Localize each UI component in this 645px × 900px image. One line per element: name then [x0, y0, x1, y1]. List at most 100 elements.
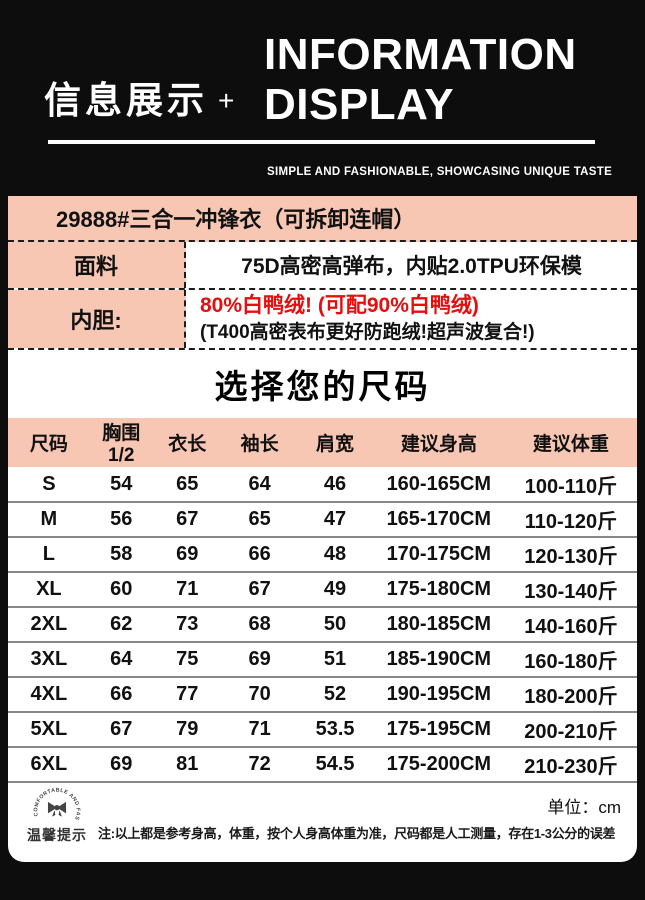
unit-label: 单位：cm [547, 798, 621, 817]
table-cell: 165-170CM [372, 502, 505, 538]
table-cell: 51 [297, 642, 373, 678]
table-cell: S [8, 467, 90, 503]
table-cell: 175-180CM [372, 572, 505, 608]
table-row: 4XL 66 77 70 52 190-195CM 180-200斤 [8, 677, 637, 713]
table-cell: 3XL [8, 642, 90, 678]
table-cell: 175-195CM [372, 712, 505, 748]
table-cell: 6XL [8, 747, 90, 783]
table-cell: 64 [89, 642, 153, 678]
column-header: 袖长 [221, 418, 298, 467]
column-header: 建议体重 [504, 418, 637, 467]
table-cell: 64 [221, 467, 298, 503]
table-cell: 58 [89, 537, 153, 573]
table-cell: 54.5 [297, 747, 373, 783]
table-cell: 67 [152, 502, 222, 538]
table-cell: 79 [152, 712, 222, 748]
table-cell: 68 [221, 607, 298, 643]
page-title-english: INFORMATION DISPLAY [264, 30, 577, 130]
table-cell: 190-195CM [372, 677, 505, 713]
table-cell: 49 [297, 572, 373, 608]
table-cell: 54 [89, 467, 153, 503]
table-row: 6XL 69 81 72 54.5 175-200CM 210-230斤 [8, 747, 637, 783]
plus-icon: + [218, 85, 235, 116]
column-header: 尺码 [8, 418, 90, 467]
table-cell: 67 [89, 712, 153, 748]
table-cell: 62 [89, 607, 153, 643]
table-cell: 47 [297, 502, 373, 538]
table-cell: 69 [152, 537, 222, 573]
table-row: XL 60 71 67 49 175-180CM 130-140斤 [8, 572, 637, 608]
table-cell: 75 [152, 642, 222, 678]
stamp-graphic: COMFORTABLE AND FASHIONABLE [32, 783, 81, 821]
header-subtitle: SIMPLE AND FASHIONABLE, SHOWCASING UNIQU… [267, 166, 613, 178]
svg-text:COMFORTABLE AND FASHIONABLE: COMFORTABLE AND FASHIONABLE [32, 783, 81, 821]
table-cell: 71 [221, 712, 298, 748]
liner-value: 80%白鸭绒! (可配90%白鸭绒) (T400高密表布更好防跑绒!超声波复合!… [186, 290, 637, 348]
table-cell: 210-230斤 [504, 747, 637, 783]
stamp-arc-text: COMFORTABLE AND FASHIONABLE [32, 783, 80, 821]
table-cell: 81 [152, 747, 222, 783]
fabric-value: 75D高密高弹布，内贴2.0TPU环保模 [186, 242, 637, 288]
liner-row: 内胆: 80%白鸭绒! (可配90%白鸭绒) (T400高密表布更好防跑绒!超声… [8, 290, 637, 350]
table-cell: 46 [297, 467, 373, 503]
table-cell: 60 [89, 572, 153, 608]
table-cell: 200-210斤 [504, 712, 637, 748]
table-cell: 53.5 [297, 712, 373, 748]
size-table: 尺码 胸围1/2 衣长 袖长 肩宽 建议身高 建议体重 S 54 65 64 46 160-165CM… [8, 418, 637, 783]
table-cell: 110-120斤 [504, 502, 637, 538]
liner-label: 内胆: [8, 290, 186, 348]
table-cell: 70 [221, 677, 298, 713]
page-title-chinese: 信息展示 + [44, 70, 234, 124]
column-header: 建议身高 [372, 418, 505, 467]
content-panel: 29888#三合一冲锋衣（可拆卸连帽） 面料 75D高密高弹布，内贴2.0TPU… [8, 196, 637, 862]
footer-section: COMFORTABLE AND FASHIONABLE 温馨提示 单位：cm 注… [8, 783, 637, 849]
table-row: 3XL 64 75 69 51 185-190CM 160-180斤 [8, 642, 637, 678]
table-cell: 180-200斤 [504, 677, 637, 713]
column-header: 衣长 [152, 418, 222, 467]
column-header: 肩宽 [297, 418, 373, 467]
table-cell: 48 [297, 537, 373, 573]
stamp-label: 温馨提示 [27, 827, 87, 843]
column-header: 胸围1/2 [89, 418, 153, 467]
size-table-body: S 54 65 64 46 160-165CM 100-110斤 M 56 67 65 47 165-1… [8, 467, 637, 783]
table-cell: L [8, 537, 90, 573]
header-divider-line [48, 140, 595, 144]
liner-value-detail: (T400高密表布更好防跑绒!超声波复合!) [200, 322, 535, 344]
table-cell: 185-190CM [372, 642, 505, 678]
table-cell: 2XL [8, 607, 90, 643]
table-cell: 65 [152, 467, 222, 503]
table-row: S 54 65 64 46 160-165CM 100-110斤 [8, 467, 637, 503]
table-cell: 72 [221, 747, 298, 783]
table-cell: 73 [152, 607, 222, 643]
table-cell: 120-130斤 [504, 537, 637, 573]
table-cell: 52 [297, 677, 373, 713]
seal-stamp: COMFORTABLE AND FASHIONABLE 温馨提示 [24, 783, 90, 845]
table-cell: XL [8, 572, 90, 608]
table-cell: 67 [221, 572, 298, 608]
table-cell: 130-140斤 [504, 572, 637, 608]
fabric-label: 面料 [8, 242, 186, 288]
table-cell: 100-110斤 [504, 467, 637, 503]
table-cell: 170-175CM [372, 537, 505, 573]
table-row: 5XL 67 79 71 53.5 175-195CM 200-210斤 [8, 712, 637, 748]
header-section: 信息展示 + INFORMATION DISPLAY SIMPLE AND FAS… [0, 0, 645, 196]
table-cell: 71 [152, 572, 222, 608]
fabric-row: 面料 75D高密高弹布，内贴2.0TPU环保模 [8, 242, 637, 290]
table-cell: 65 [221, 502, 298, 538]
table-cell: 4XL [8, 677, 90, 713]
note-text: 注:以上都是参考身高，体重，按个人身高体重为准，尺码都是人工测量，存在1-3公分… [98, 826, 616, 841]
table-cell: 77 [152, 677, 222, 713]
liner-value-highlight: 80%白鸭绒! (可配90%白鸭绒) [200, 294, 479, 317]
bow-icon [47, 801, 67, 817]
table-cell: 180-185CM [372, 607, 505, 643]
table-cell: 56 [89, 502, 153, 538]
table-row: L 58 69 66 48 170-175CM 120-130斤 [8, 537, 637, 573]
table-row: M 56 67 65 47 165-170CM 110-120斤 [8, 502, 637, 538]
table-cell: 69 [89, 747, 153, 783]
product-title: 29888#三合一冲锋衣（可拆卸连帽） [8, 196, 637, 242]
table-cell: 140-160斤 [504, 607, 637, 643]
table-cell: 69 [221, 642, 298, 678]
table-cell: 50 [297, 607, 373, 643]
table-cell: 160-165CM [372, 467, 505, 503]
table-row: 2XL 62 73 68 50 180-185CM 140-160斤 [8, 607, 637, 643]
